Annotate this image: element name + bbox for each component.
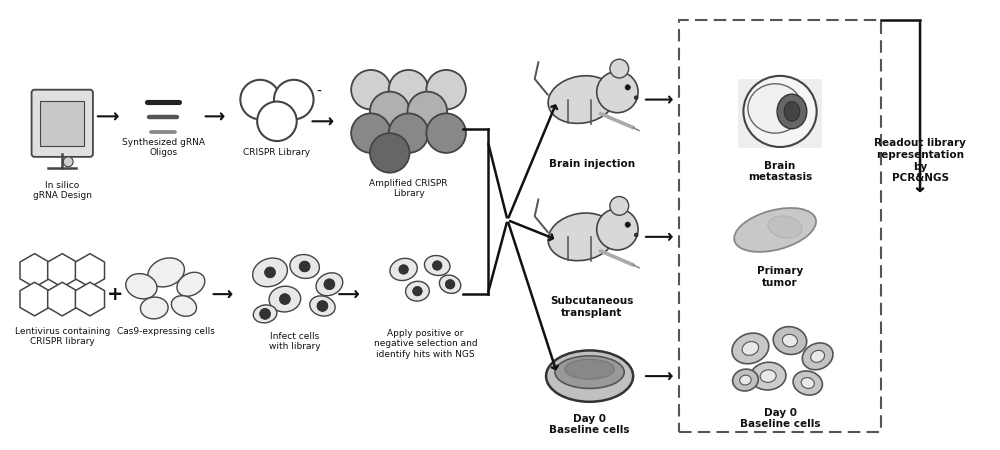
Circle shape — [260, 308, 271, 319]
Circle shape — [279, 294, 290, 305]
Circle shape — [597, 209, 638, 250]
Ellipse shape — [750, 362, 786, 390]
Text: Day 0
Baseline cells: Day 0 Baseline cells — [740, 408, 820, 429]
Ellipse shape — [546, 351, 633, 402]
Circle shape — [370, 92, 410, 131]
FancyBboxPatch shape — [32, 90, 93, 157]
Circle shape — [63, 157, 73, 167]
Ellipse shape — [148, 258, 184, 287]
Ellipse shape — [126, 274, 157, 299]
Ellipse shape — [390, 258, 417, 280]
Text: Day 0
Baseline cells: Day 0 Baseline cells — [549, 414, 630, 435]
Ellipse shape — [782, 334, 797, 347]
Ellipse shape — [740, 375, 751, 385]
Text: Brain
metastasis: Brain metastasis — [748, 161, 812, 182]
Circle shape — [240, 80, 280, 119]
Text: In silico
gRNA Design: In silico gRNA Design — [33, 180, 92, 200]
Ellipse shape — [548, 213, 615, 261]
Ellipse shape — [424, 256, 450, 275]
Circle shape — [265, 267, 275, 278]
Circle shape — [432, 261, 442, 270]
Ellipse shape — [269, 286, 301, 312]
Text: Amplified CRISPR
Library: Amplified CRISPR Library — [369, 179, 448, 198]
Ellipse shape — [811, 350, 825, 362]
Text: Apply positive or
negative selection and
identify hits with NGS: Apply positive or negative selection and… — [374, 328, 477, 359]
Ellipse shape — [793, 371, 822, 395]
Circle shape — [317, 301, 328, 311]
Circle shape — [634, 96, 638, 99]
Ellipse shape — [565, 359, 614, 379]
Circle shape — [426, 113, 466, 153]
Circle shape — [351, 113, 391, 153]
Circle shape — [413, 287, 422, 296]
Ellipse shape — [784, 102, 800, 122]
Bar — [738, 79, 822, 148]
Ellipse shape — [773, 327, 807, 355]
Circle shape — [445, 279, 455, 289]
Text: Synthesized gRNA
Oligos: Synthesized gRNA Oligos — [122, 138, 205, 158]
Ellipse shape — [732, 333, 769, 364]
Circle shape — [324, 279, 335, 290]
Ellipse shape — [439, 275, 461, 293]
Circle shape — [351, 70, 391, 109]
Ellipse shape — [733, 369, 758, 391]
Circle shape — [389, 70, 428, 109]
Circle shape — [625, 222, 630, 227]
Circle shape — [408, 92, 447, 131]
Text: Subcutaneous
transplant: Subcutaneous transplant — [550, 296, 633, 318]
Text: Readout library
representation
by
PCR&NGS: Readout library representation by PCR&NG… — [874, 139, 966, 183]
Ellipse shape — [310, 296, 335, 316]
Circle shape — [299, 261, 310, 272]
Circle shape — [274, 80, 314, 119]
Circle shape — [610, 59, 629, 78]
Text: Infect cells
with library: Infect cells with library — [269, 332, 321, 351]
Ellipse shape — [253, 258, 287, 287]
Circle shape — [610, 197, 629, 215]
Ellipse shape — [171, 296, 197, 316]
Ellipse shape — [742, 342, 759, 356]
Ellipse shape — [777, 94, 807, 129]
Ellipse shape — [290, 255, 319, 279]
Circle shape — [399, 265, 408, 274]
Bar — [40, 100, 84, 146]
Ellipse shape — [316, 273, 343, 296]
Text: -: - — [316, 85, 321, 99]
Ellipse shape — [253, 305, 277, 323]
Ellipse shape — [406, 281, 429, 301]
Text: Cas9-expressing cells: Cas9-expressing cells — [117, 327, 215, 336]
Ellipse shape — [801, 378, 814, 388]
Text: Brain injection: Brain injection — [549, 159, 635, 169]
Text: Lentivirus containing
CRISPR library: Lentivirus containing CRISPR library — [15, 327, 110, 346]
Circle shape — [634, 233, 638, 237]
Circle shape — [597, 72, 638, 112]
Text: Primary
tumor: Primary tumor — [757, 266, 803, 288]
Ellipse shape — [177, 272, 205, 296]
Circle shape — [426, 70, 466, 109]
Ellipse shape — [555, 356, 624, 388]
Ellipse shape — [743, 76, 817, 147]
Circle shape — [389, 113, 428, 153]
Text: +: + — [106, 285, 123, 304]
Ellipse shape — [734, 208, 816, 252]
Ellipse shape — [140, 297, 168, 319]
Ellipse shape — [768, 216, 802, 238]
Circle shape — [625, 85, 630, 90]
Circle shape — [257, 102, 297, 141]
Ellipse shape — [802, 343, 833, 370]
Circle shape — [370, 133, 410, 173]
Text: CRISPR Library: CRISPR Library — [243, 148, 311, 157]
Ellipse shape — [748, 84, 802, 133]
Ellipse shape — [760, 370, 776, 382]
Ellipse shape — [548, 76, 615, 123]
